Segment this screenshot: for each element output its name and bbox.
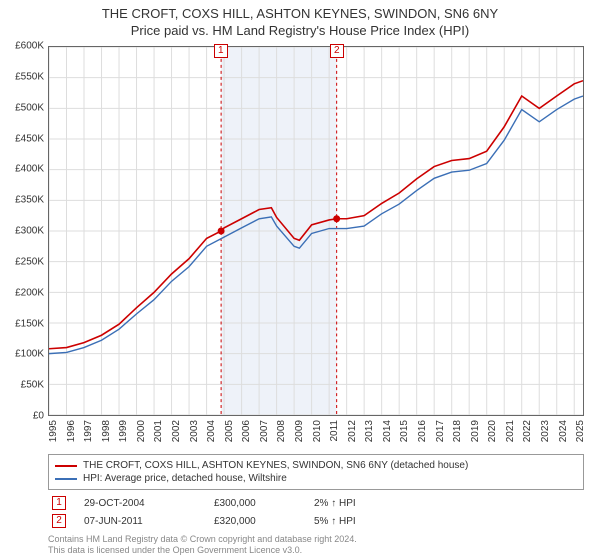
legend-swatch <box>55 465 77 467</box>
y-tick-label: £600K <box>4 41 44 52</box>
x-tick-label: 1996 <box>66 420 77 442</box>
title-block: THE CROFT, COXS HILL, ASHTON KEYNES, SWI… <box>0 0 600 40</box>
y-tick-label: £500K <box>4 102 44 113</box>
x-tick-label: 2007 <box>259 420 270 442</box>
x-tick-label: 2011 <box>329 420 340 442</box>
footer: Contains HM Land Registry data © Crown c… <box>48 534 357 557</box>
x-tick-label: 2025 <box>575 420 586 442</box>
transaction-date: 07-JUN-2011 <box>84 516 214 527</box>
y-tick-label: £0 <box>4 411 44 422</box>
legend-row: THE CROFT, COXS HILL, ASHTON KEYNES, SWI… <box>55 459 577 472</box>
y-tick-label: £200K <box>4 287 44 298</box>
transaction-row: 2 07-JUN-2011£320,0005% ↑ HPI <box>48 512 584 530</box>
x-tick-label: 2000 <box>136 420 147 442</box>
transaction-marker: 1 <box>52 496 66 510</box>
x-tick-label: 2024 <box>558 420 569 442</box>
transaction-table: 1 29-OCT-2004£300,0002% ↑ HPI 2 07-JUN-2011… <box>48 494 584 530</box>
chart-container: THE CROFT, COXS HILL, ASHTON KEYNES, SWI… <box>0 0 600 560</box>
legend: THE CROFT, COXS HILL, ASHTON KEYNES, SWI… <box>48 454 584 490</box>
chart-svg <box>49 47 583 415</box>
footer-line-1: Contains HM Land Registry data © Crown c… <box>48 534 357 545</box>
x-tick-label: 2020 <box>487 420 498 442</box>
x-tick-label: 2010 <box>312 420 323 442</box>
transaction-price: £300,000 <box>214 498 314 509</box>
title-line-1: THE CROFT, COXS HILL, ASHTON KEYNES, SWI… <box>0 6 600 23</box>
sale-marker-1: 1 <box>214 44 228 58</box>
y-tick-label: £100K <box>4 349 44 360</box>
y-tick-label: £350K <box>4 195 44 206</box>
y-tick-label: £300K <box>4 226 44 237</box>
y-tick-label: £550K <box>4 71 44 82</box>
legend-label: HPI: Average price, detached house, Wilt… <box>83 473 287 484</box>
x-tick-label: 2001 <box>153 420 164 442</box>
transaction-marker: 2 <box>52 514 66 528</box>
x-tick-label: 2023 <box>540 420 551 442</box>
x-tick-label: 2009 <box>294 420 305 442</box>
x-tick-label: 2018 <box>452 420 463 442</box>
x-tick-label: 2013 <box>364 420 375 442</box>
footer-line-2: This data is licensed under the Open Gov… <box>48 545 357 556</box>
x-tick-label: 2012 <box>347 420 358 442</box>
y-tick-label: £450K <box>4 133 44 144</box>
legend-row: HPI: Average price, detached house, Wilt… <box>55 472 577 485</box>
x-tick-label: 1999 <box>118 420 129 442</box>
x-tick-label: 2004 <box>206 420 217 442</box>
x-tick-label: 1995 <box>48 420 59 442</box>
x-tick-label: 2008 <box>276 420 287 442</box>
x-tick-label: 2006 <box>241 420 252 442</box>
x-tick-label: 2005 <box>224 420 235 442</box>
transaction-row: 1 29-OCT-2004£300,0002% ↑ HPI <box>48 494 584 512</box>
x-tick-label: 2002 <box>171 420 182 442</box>
legend-label: THE CROFT, COXS HILL, ASHTON KEYNES, SWI… <box>83 460 468 471</box>
transaction-pct: 5% ↑ HPI <box>314 516 434 527</box>
title-line-2: Price paid vs. HM Land Registry's House … <box>0 23 600 40</box>
legend-swatch <box>55 478 77 480</box>
x-tick-label: 2021 <box>505 420 516 442</box>
y-tick-label: £50K <box>4 380 44 391</box>
transaction-price: £320,000 <box>214 516 314 527</box>
x-tick-label: 2015 <box>399 420 410 442</box>
y-tick-label: £150K <box>4 318 44 329</box>
x-tick-label: 2022 <box>522 420 533 442</box>
x-tick-label: 2017 <box>435 420 446 442</box>
y-tick-label: £250K <box>4 256 44 267</box>
x-tick-label: 2019 <box>470 420 481 442</box>
x-tick-label: 2003 <box>189 420 200 442</box>
y-tick-label: £400K <box>4 164 44 175</box>
x-tick-label: 1997 <box>83 420 94 442</box>
x-tick-label: 2014 <box>382 420 393 442</box>
sale-marker-2: 2 <box>330 44 344 58</box>
chart-area <box>48 46 584 416</box>
x-tick-label: 1998 <box>101 420 112 442</box>
transaction-date: 29-OCT-2004 <box>84 498 214 509</box>
transaction-pct: 2% ↑ HPI <box>314 498 434 509</box>
x-tick-label: 2016 <box>417 420 428 442</box>
